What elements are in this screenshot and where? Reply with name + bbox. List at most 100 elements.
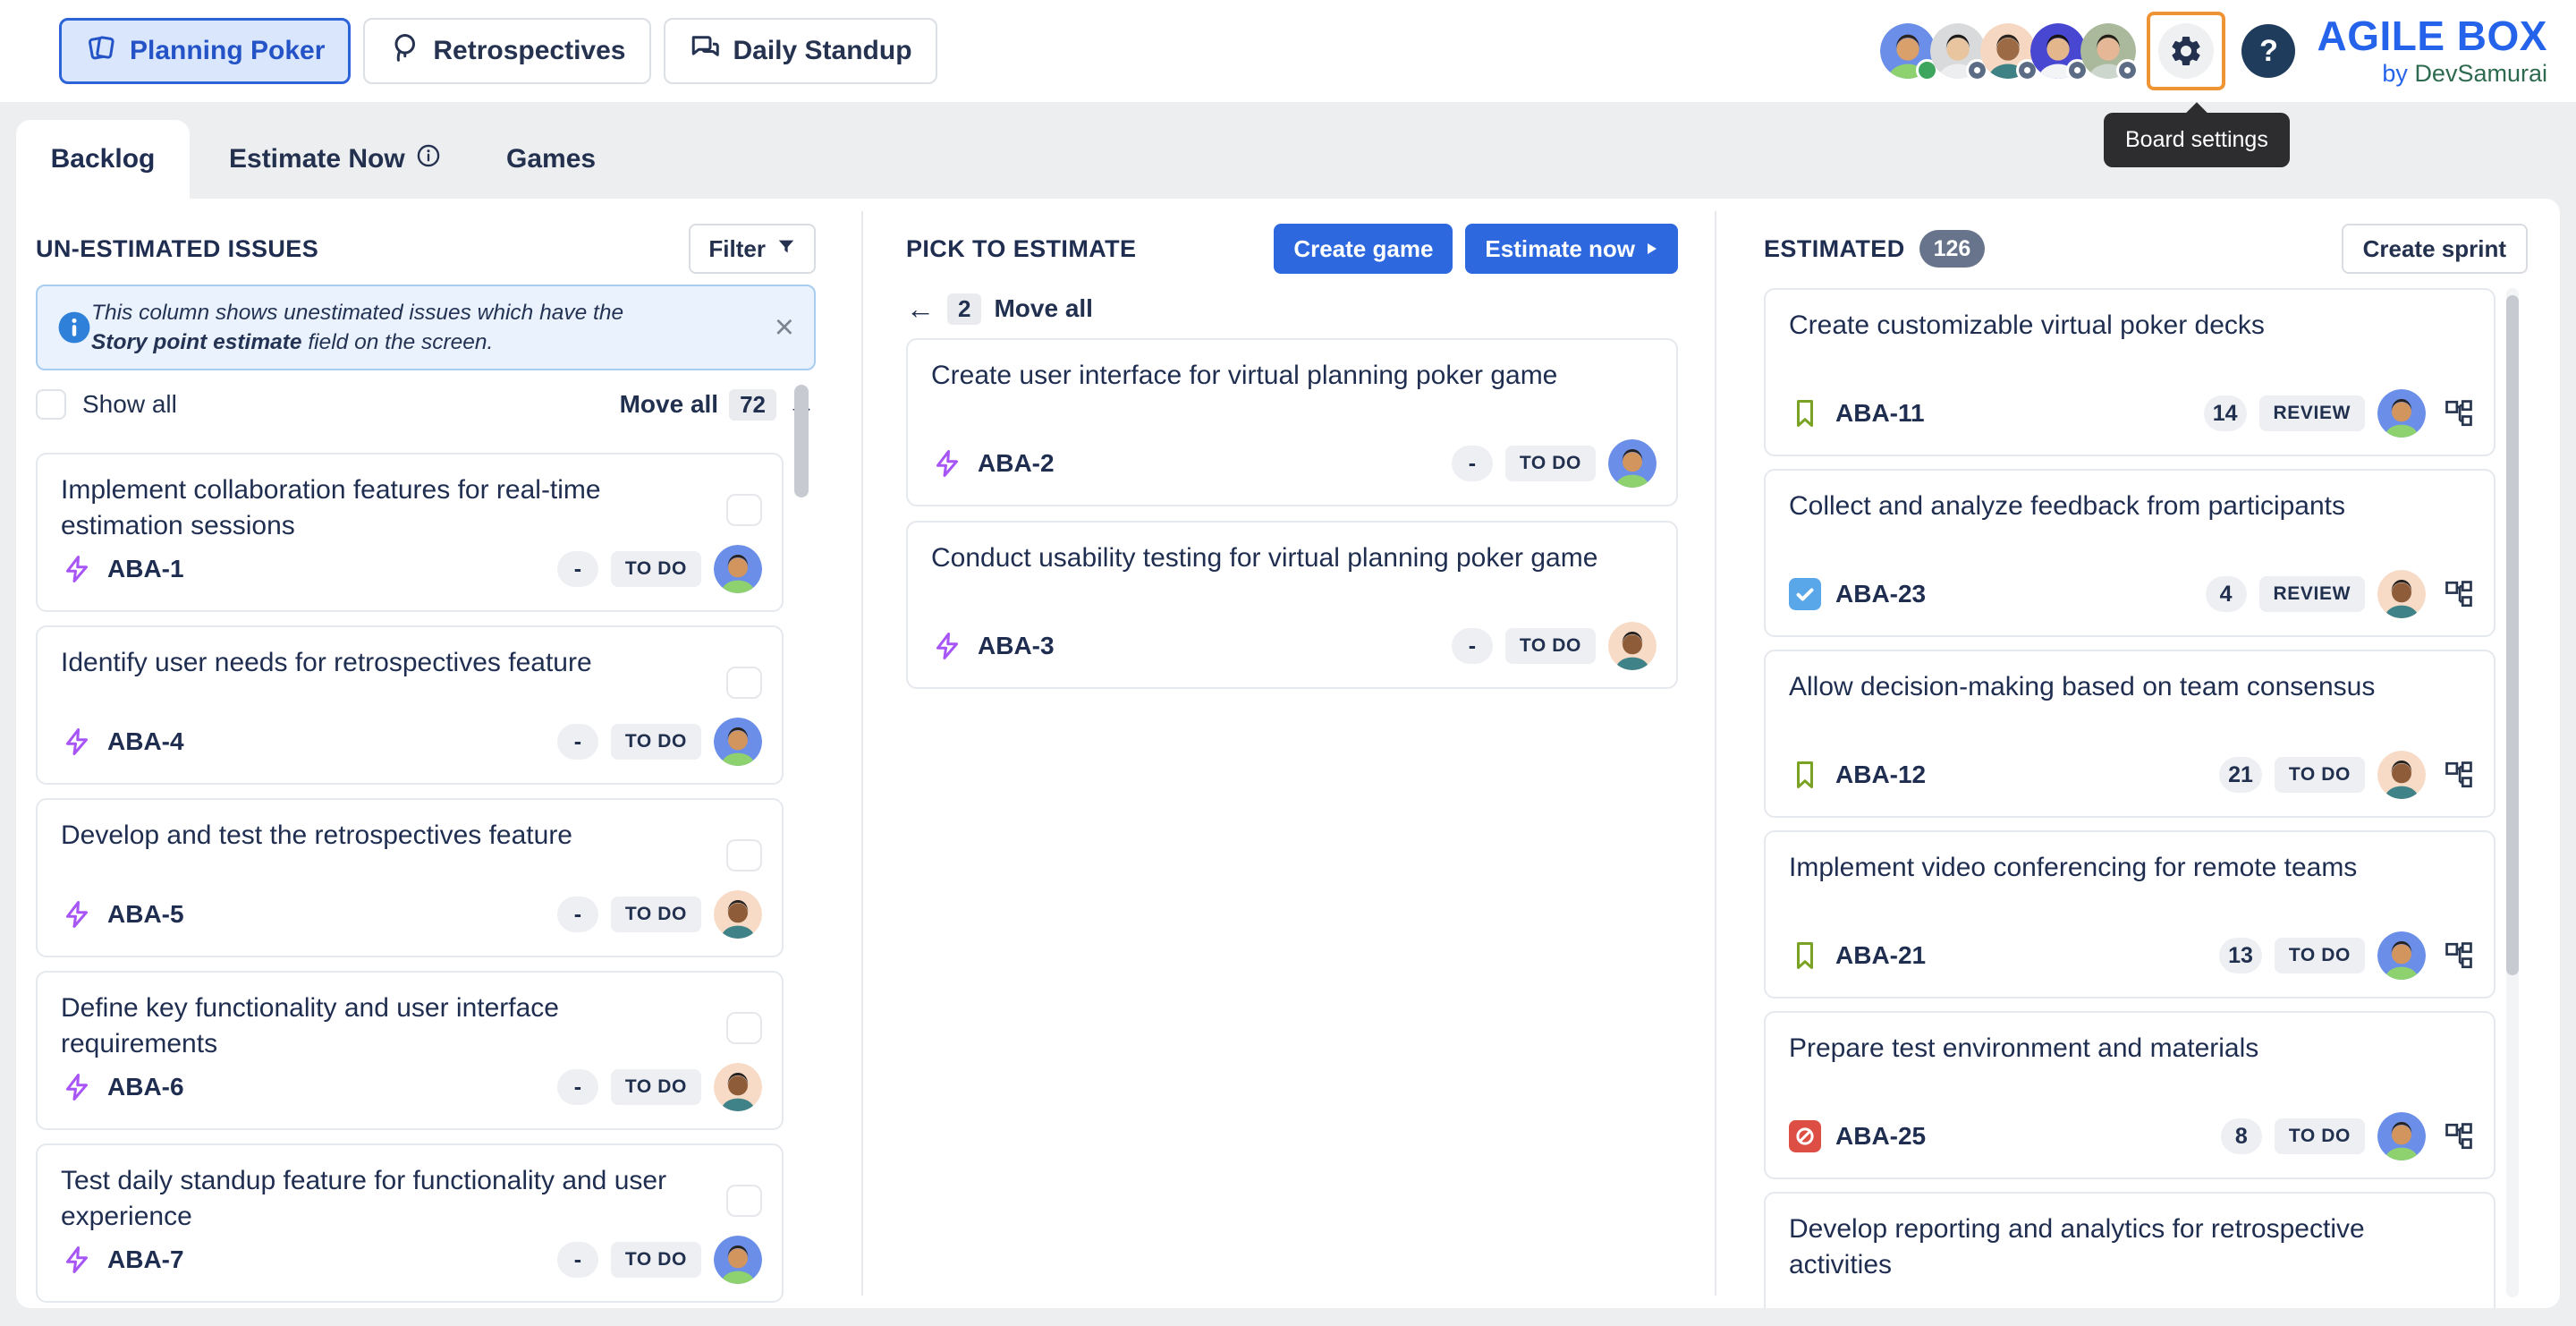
issue-footer: ABA-3 - TO DO <box>931 621 1657 671</box>
nav-planning-poker[interactable]: Planning Poker <box>59 18 352 84</box>
user-avatar[interactable] <box>1980 23 2039 81</box>
brand-logo: AGILE BOX by DevSamurai <box>2317 14 2547 87</box>
show-all-label: Show all <box>82 390 177 418</box>
info-icon <box>57 310 91 344</box>
issue-key: ABA-21 <box>1835 941 1927 969</box>
nav-label: Planning Poker <box>130 36 326 65</box>
create-game-button[interactable]: Create game <box>1274 224 1453 274</box>
left-column-scrollbar[interactable] <box>794 385 809 497</box>
brand-byline-prefix: by <box>2382 59 2408 87</box>
issue-select-checkbox[interactable] <box>726 1185 762 1217</box>
issue-card[interactable]: Prepare test environment and materials A… <box>1764 1011 2496 1179</box>
column-title: ESTIMATED <box>1764 234 1905 262</box>
move-all-right-button[interactable]: Move all 72 → <box>620 388 816 421</box>
issue-card[interactable]: Implement video conferencing for remote … <box>1764 830 2496 999</box>
filter-funnel-icon <box>776 235 796 263</box>
assignee-avatar <box>2377 751 2426 799</box>
issue-key: ABA-25 <box>1835 1122 1927 1150</box>
move-all-left-button[interactable]: ← 2 Move all <box>906 292 1678 326</box>
issue-footer: ABA-21 13 TO DO <box>1789 931 2474 981</box>
nav-daily-standup[interactable]: Daily Standup <box>663 18 937 84</box>
blocked-icon <box>1789 1120 1821 1152</box>
status-badge: TO DO <box>2274 938 2365 973</box>
issue-key: ABA-7 <box>107 1245 184 1273</box>
chat-bubbles-icon <box>689 31 721 71</box>
create-sprint-button[interactable]: Create sprint <box>2341 224 2528 274</box>
tab-games[interactable]: Games <box>506 120 596 199</box>
user-avatar-group <box>1880 23 2140 81</box>
issue-card[interactable]: Collect and analyze feedback from partic… <box>1764 469 2496 637</box>
create-game-label: Create game <box>1293 234 1434 262</box>
issue-card[interactable]: Create customizable virtual poker decks … <box>1764 288 2496 456</box>
estimate-now-button[interactable]: Estimate now <box>1465 224 1678 274</box>
board-settings-button[interactable] <box>2147 12 2226 90</box>
issue-select-checkbox[interactable] <box>726 667 762 699</box>
issue-select-checkbox[interactable] <box>726 1012 762 1044</box>
subtasks-icon[interactable] <box>2444 579 2474 609</box>
issue-card[interactable]: Develop reporting and analytics for retr… <box>1764 1192 2496 1308</box>
issue-card[interactable]: Define key functionality and user interf… <box>36 971 784 1130</box>
column-title: PICK TO ESTIMATE <box>906 234 1137 262</box>
subtasks-icon[interactable] <box>2444 940 2474 971</box>
story-icon <box>931 447 963 480</box>
tab-label: Games <box>506 144 597 174</box>
board-panel: UN-ESTIMATED ISSUES Filter This column s… <box>16 199 2560 1308</box>
subtasks-icon[interactable] <box>2444 398 2474 429</box>
issue-title: Define key functionality and user interf… <box>61 993 559 1058</box>
nav-retrospectives[interactable]: Retrospectives <box>363 18 651 84</box>
issue-select-checkbox[interactable] <box>726 839 762 871</box>
estimated-count-badge: 126 <box>1919 230 1986 268</box>
issue-key: ABA-6 <box>107 1073 184 1101</box>
status-badge: REVIEW <box>2258 395 2365 431</box>
assignee-avatar <box>714 890 762 939</box>
assignee-avatar <box>2377 1112 2426 1160</box>
story-points-badge: 13 <box>2219 938 2262 973</box>
story-icon <box>1789 397 1821 429</box>
issue-key: ABA-5 <box>107 900 184 928</box>
user-avatar[interactable] <box>2080 23 2140 81</box>
move-all-label: Move all <box>619 390 719 418</box>
issue-select-checkbox[interactable] <box>726 494 762 526</box>
issue-card[interactable]: Implement collaboration features for rea… <box>36 453 784 612</box>
brand-byline: by DevSamurai <box>2317 60 2547 88</box>
issue-card[interactable]: Allow decision-making based on team cons… <box>1764 650 2496 818</box>
user-avatar[interactable] <box>1930 23 1989 81</box>
column-estimated: ESTIMATED 126 Create sprint Create custo… <box>1764 199 2528 1308</box>
filter-label: Filter <box>708 234 766 262</box>
status-badge: TO DO <box>1504 446 1596 481</box>
user-avatar[interactable] <box>1880 23 1939 81</box>
subtasks-icon[interactable] <box>2444 1121 2474 1152</box>
column-title: UN-ESTIMATED ISSUES <box>36 234 319 262</box>
move-all-count-badge: 2 <box>947 293 982 325</box>
info-banner: This column shows unestimated issues whi… <box>36 285 816 370</box>
issue-card[interactable]: Test daily standup feature for functiona… <box>36 1143 784 1303</box>
filter-button[interactable]: Filter <box>689 224 816 274</box>
tab-backlog[interactable]: Backlog <box>16 120 190 199</box>
status-badge: TO DO <box>610 897 701 932</box>
story-points-badge: - <box>556 551 598 587</box>
story-points-badge: - <box>556 1242 598 1278</box>
assignee-avatar <box>714 1063 762 1111</box>
status-badge: TO DO <box>610 1242 701 1278</box>
help-button[interactable]: ? <box>2241 24 2296 78</box>
nav-label: Daily Standup <box>733 36 912 65</box>
estimated-card-list: Create customizable virtual poker decks … <box>1764 288 2528 1308</box>
question-mark-icon: ? <box>2259 33 2278 68</box>
show-all-checkbox[interactable] <box>36 389 66 420</box>
assignee-avatar <box>2377 931 2426 980</box>
issue-card[interactable]: Develop and test the retrospectives feat… <box>36 798 784 957</box>
story-icon <box>1789 759 1821 791</box>
banner-text: This column shows unestimated issues whi… <box>91 301 624 354</box>
close-icon[interactable]: × <box>774 309 794 346</box>
subtasks-icon[interactable] <box>2444 760 2474 790</box>
tab-estimate-now[interactable]: Estimate Now <box>229 120 441 199</box>
issue-footer: ABA-7 - TO DO <box>61 1235 762 1285</box>
right-column-scrollbar[interactable] <box>2506 295 2519 975</box>
issue-card[interactable]: Conduct usability testing for virtual pl… <box>906 521 1678 689</box>
story-points-badge: - <box>1451 628 1493 664</box>
issue-card[interactable]: Identify user needs for retrospectives f… <box>36 625 784 785</box>
user-avatar[interactable] <box>2030 23 2089 81</box>
issue-card[interactable]: Create user interface for virtual planni… <box>906 338 1678 506</box>
status-indicator <box>2116 59 2140 81</box>
issue-key: ABA-4 <box>107 727 184 755</box>
